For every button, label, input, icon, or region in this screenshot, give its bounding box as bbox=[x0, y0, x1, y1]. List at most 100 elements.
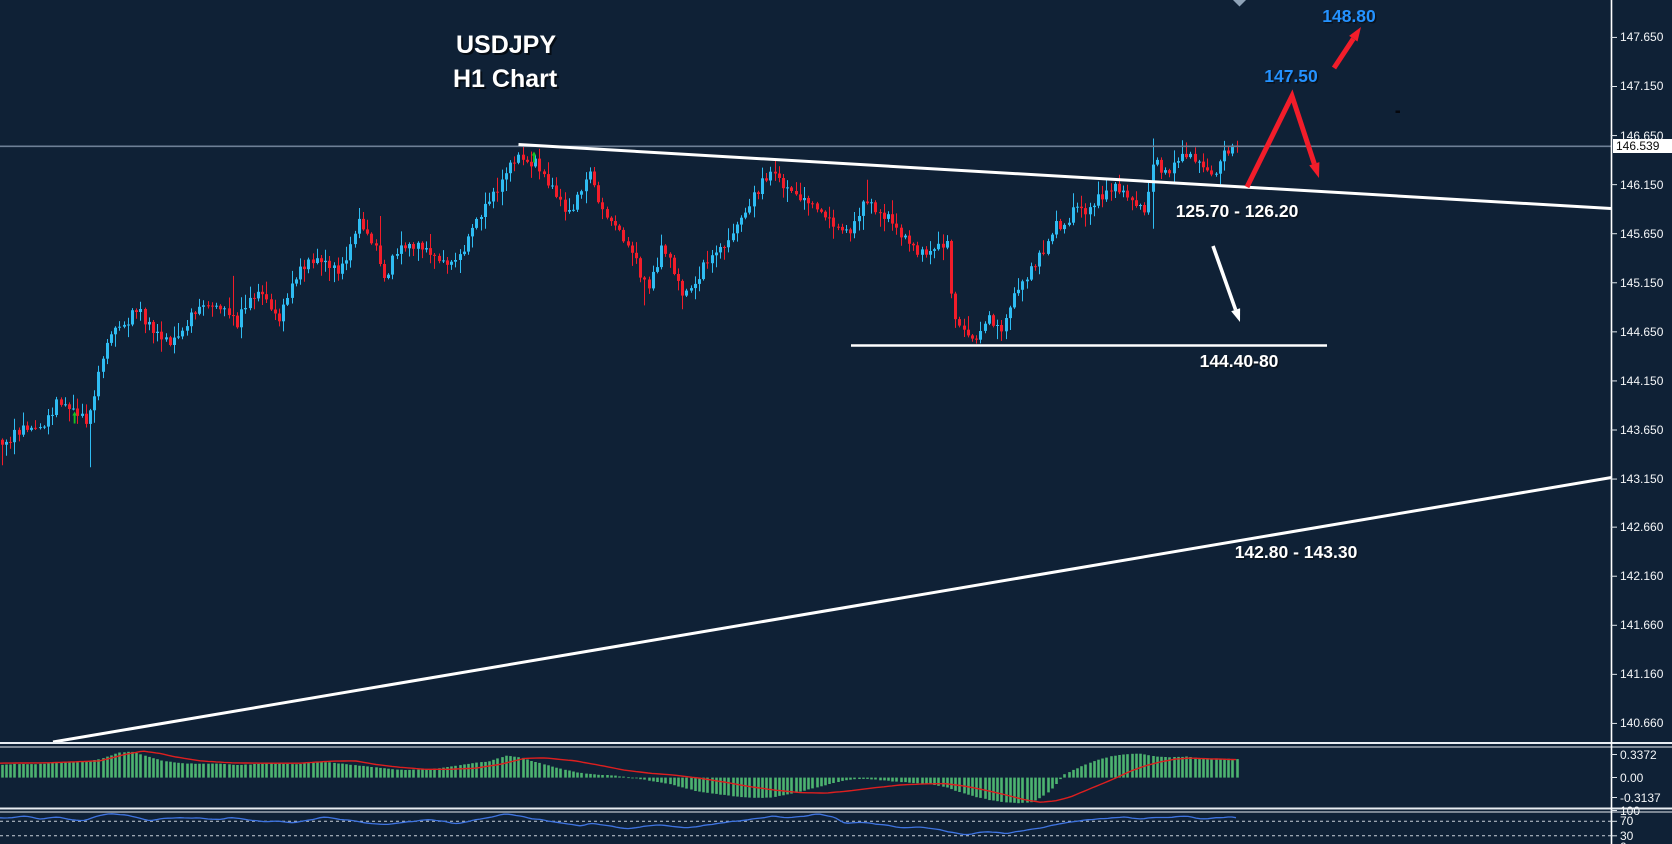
macd-histogram-bar bbox=[946, 777, 949, 788]
projection-arrow-down-head[interactable] bbox=[1231, 308, 1241, 322]
macd-histogram-bar bbox=[47, 763, 50, 778]
candle-body bbox=[1084, 208, 1087, 215]
macd-histogram-bar bbox=[5, 764, 8, 778]
macd-histogram-bar bbox=[295, 764, 298, 778]
candle-body bbox=[425, 248, 428, 250]
macd-histogram-bar bbox=[236, 765, 239, 778]
candle-body bbox=[114, 327, 117, 335]
macd-histogram-bar bbox=[614, 775, 617, 778]
projection-arrow-down[interactable] bbox=[1211, 245, 1238, 311]
ascending-trendline[interactable] bbox=[52, 476, 1612, 744]
candle-body bbox=[429, 248, 432, 255]
macd-histogram-bar bbox=[984, 777, 987, 799]
candle-body bbox=[723, 247, 726, 248]
macd-histogram-bar bbox=[790, 777, 793, 794]
candle-body bbox=[1097, 194, 1100, 206]
macd-histogram-bar bbox=[681, 777, 684, 788]
candle-body bbox=[757, 192, 760, 194]
annotation-support-zone[interactable]: 144.40-80 bbox=[1199, 351, 1279, 371]
candle-body bbox=[690, 288, 693, 291]
descending-trendline[interactable] bbox=[518, 143, 1612, 210]
macd-histogram-bar bbox=[244, 764, 247, 778]
macd-histogram-bar bbox=[1072, 769, 1075, 778]
macd-histogram-bar bbox=[1005, 777, 1008, 803]
candle-body bbox=[1021, 281, 1024, 290]
macd-histogram-bar bbox=[597, 774, 600, 778]
macd-histogram-bar bbox=[454, 765, 457, 778]
price-axis-label: 142.660 bbox=[1620, 520, 1664, 535]
candle-body bbox=[967, 329, 970, 336]
macd-histogram-bar bbox=[240, 764, 243, 778]
macd-histogram-bar bbox=[501, 757, 504, 778]
candle-body bbox=[925, 249, 928, 255]
macd-histogram-bar bbox=[278, 763, 281, 778]
macd-histogram-bar bbox=[643, 777, 646, 780]
candle-body bbox=[433, 254, 436, 256]
macd-histogram-bar bbox=[673, 777, 676, 786]
candle-body bbox=[253, 297, 256, 299]
macd-histogram-bar bbox=[274, 763, 277, 778]
macd-histogram-bar bbox=[517, 757, 520, 778]
macd-histogram-bar bbox=[152, 758, 155, 778]
candle-body bbox=[387, 274, 390, 278]
candle-body bbox=[551, 185, 554, 187]
macd-histogram-bar bbox=[1223, 758, 1226, 778]
macd-histogram-bar bbox=[837, 777, 840, 782]
candle-body bbox=[1063, 224, 1066, 230]
candle-body bbox=[5, 441, 8, 445]
projection-arrow-pullback[interactable] bbox=[1244, 89, 1317, 189]
candle-body bbox=[345, 260, 348, 264]
candle-body bbox=[1009, 307, 1012, 319]
candle-body bbox=[55, 399, 58, 415]
candle-body bbox=[740, 217, 743, 225]
candle-body bbox=[244, 308, 247, 310]
candle-body bbox=[1055, 221, 1058, 235]
macd-histogram-bar bbox=[1013, 777, 1016, 803]
candle-body bbox=[1047, 241, 1050, 254]
macd-histogram-bar bbox=[677, 777, 680, 787]
candle-body bbox=[1059, 221, 1062, 230]
macd-histogram-bar bbox=[391, 769, 394, 778]
macd-histogram-bar bbox=[186, 763, 189, 778]
candle-body bbox=[85, 413, 88, 424]
candle-body bbox=[1105, 190, 1108, 200]
macd-histogram-bar bbox=[22, 764, 25, 778]
pane-separator bbox=[0, 807, 1672, 810]
macd-histogram-bar bbox=[883, 777, 886, 781]
macd-histogram-bar bbox=[1000, 777, 1003, 802]
pane-separator bbox=[0, 742, 1672, 744]
annotation-resistance-zone[interactable]: 125.70 - 126.20 bbox=[1175, 201, 1299, 221]
macd-histogram-bar bbox=[824, 777, 827, 786]
candle-body bbox=[400, 245, 403, 254]
candle-body bbox=[988, 315, 991, 324]
annotation-mid-target[interactable]: 147.50 bbox=[1264, 66, 1318, 86]
macd-signal-line bbox=[0, 750, 1237, 803]
candle-body bbox=[904, 235, 907, 238]
rsi-axis-label: 100 bbox=[1620, 803, 1641, 818]
macd-histogram-bar bbox=[160, 760, 163, 778]
macd-histogram-bar bbox=[1160, 756, 1163, 778]
candle-body bbox=[992, 315, 995, 326]
projection-arrow-up[interactable] bbox=[1331, 37, 1356, 70]
macd-histogram-bar bbox=[828, 777, 831, 784]
annotation-upper-target[interactable]: 148.80 bbox=[1322, 6, 1376, 26]
macd-histogram-bar bbox=[576, 772, 579, 778]
macd-histogram-bar bbox=[400, 769, 403, 778]
macd-histogram-bar bbox=[862, 777, 865, 779]
candle-body bbox=[1122, 190, 1125, 193]
projection-arrow-up-head[interactable] bbox=[1349, 27, 1361, 42]
candle-body bbox=[278, 313, 281, 322]
macd-histogram-bar bbox=[538, 762, 541, 778]
candle-body bbox=[996, 325, 999, 326]
macd-histogram-bar bbox=[219, 763, 222, 778]
candle-body bbox=[505, 173, 508, 180]
candle-body bbox=[299, 266, 302, 280]
projection-arrow-pullback-head[interactable] bbox=[1309, 162, 1320, 178]
annotation-lower-zone[interactable]: 142.80 - 143.30 bbox=[1234, 542, 1358, 562]
macd-histogram-bar bbox=[820, 777, 823, 787]
candle-body bbox=[1181, 153, 1184, 162]
macd-histogram-bar bbox=[988, 777, 991, 801]
macd-histogram-bar bbox=[1093, 761, 1096, 778]
candle-body bbox=[874, 202, 877, 213]
